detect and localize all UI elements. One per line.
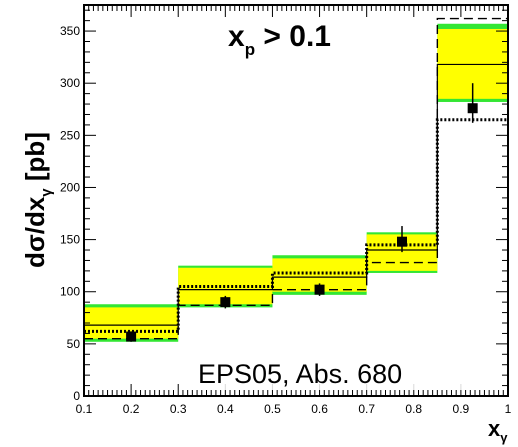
x-tick-label: 0.6	[311, 402, 328, 416]
histogram-dotted	[84, 118, 508, 333]
x-tick-label: 1	[505, 402, 512, 416]
y-axis-ticks: 0 50 100 150 200 250 300 350	[60, 9, 508, 403]
y-tick-label: 50	[67, 337, 81, 351]
x-tick-label: 0.5	[264, 402, 281, 416]
y-tick-label: 100	[60, 285, 80, 299]
x-tick-label: 0.8	[405, 402, 422, 416]
y-tick-label: 300	[60, 76, 80, 90]
x-tick-label: 0.9	[453, 402, 470, 416]
data-point-2	[314, 284, 325, 295]
x-tick-label: 0.3	[170, 402, 187, 416]
y-tick-label: 0	[73, 389, 80, 403]
stamp-box	[196, 352, 496, 390]
y-tick-label: 350	[60, 24, 80, 38]
y-axis-label: dσ/dxγ [pb]	[20, 132, 55, 268]
y-tick-label: 200	[60, 180, 80, 194]
y-tick-label: 150	[60, 233, 80, 247]
x-tick-label: 0.7	[358, 402, 375, 416]
x-tick-label: 0.2	[123, 402, 140, 416]
uncertainty-bands	[84, 23, 508, 342]
x-tick-label: 0.1	[76, 402, 93, 416]
data-point-4	[467, 103, 478, 114]
annotation: xp > 0.1	[228, 20, 331, 59]
data-point-1	[220, 297, 231, 308]
data-point-3	[397, 236, 407, 247]
x-axis-label: xγ	[488, 416, 508, 445]
data-point-0	[126, 331, 137, 342]
stamp-text: EPS05, Abs. 680	[198, 359, 402, 389]
y-tick-label: 250	[60, 128, 80, 142]
data-points	[126, 83, 478, 342]
x-axis-ticks: 0.1 0.2 0.3 0.4 0.5 0.6 0.7 0.8 0.9 1	[76, 5, 512, 416]
x-tick-label: 0.4	[217, 402, 234, 416]
